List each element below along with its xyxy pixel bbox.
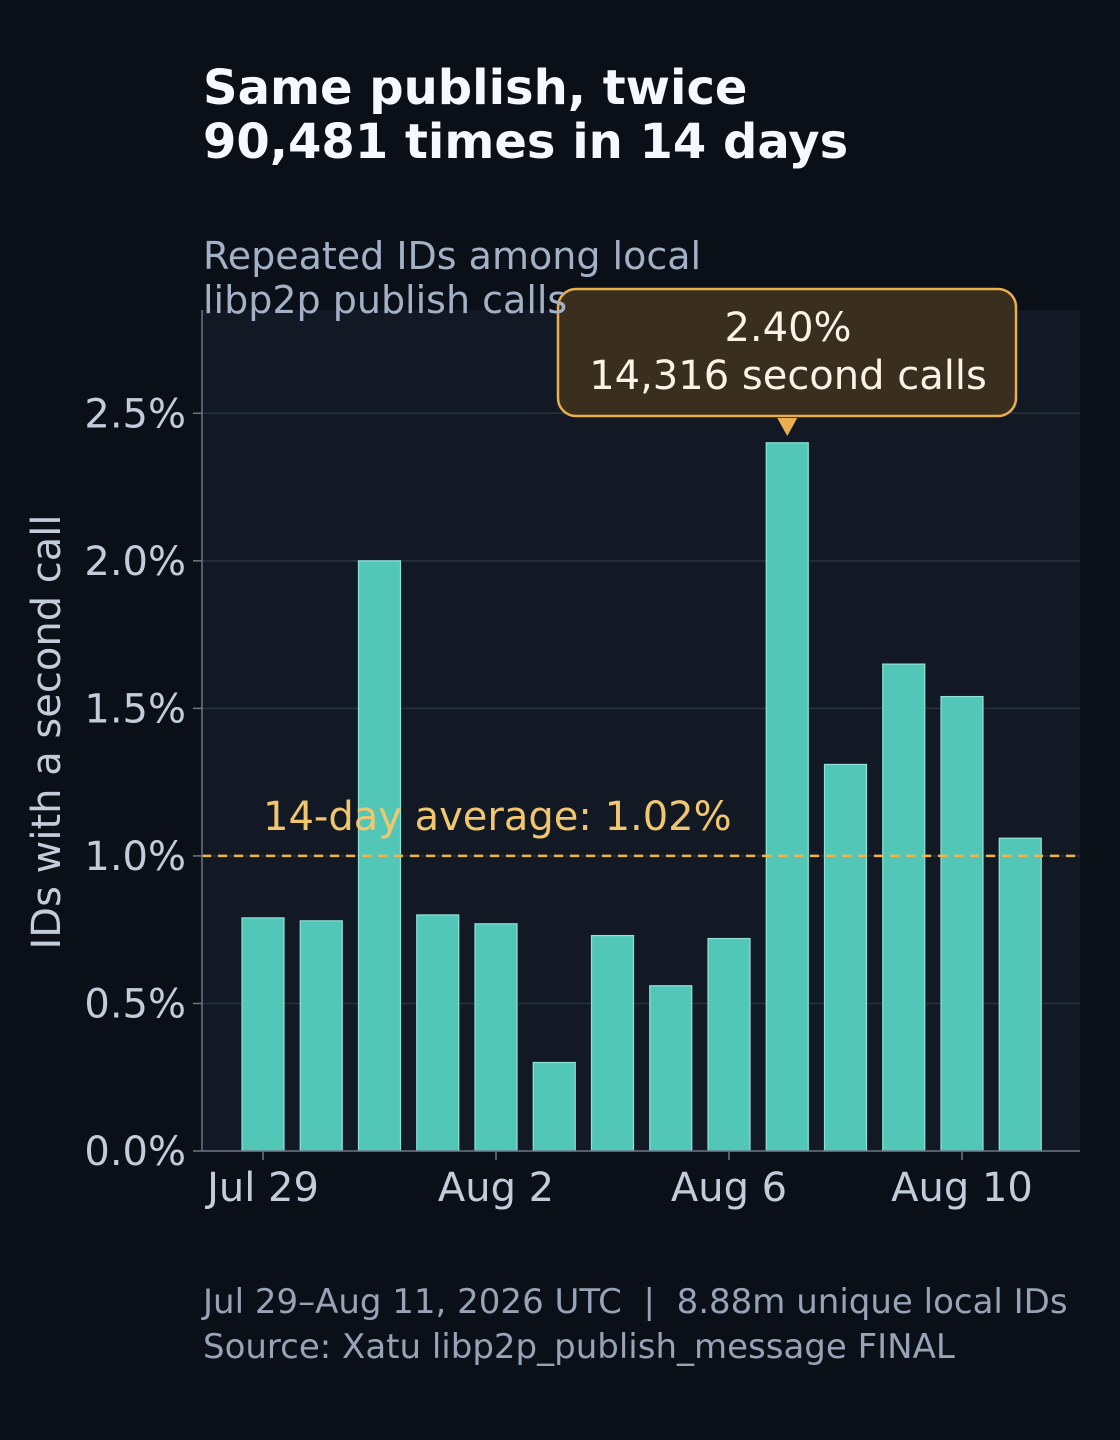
bar-aug-10 — [940, 695, 984, 1152]
callout-pointer — [777, 418, 798, 436]
bar-aug-8 — [823, 763, 868, 1152]
bar-aug-3 — [532, 1061, 576, 1152]
y-tick-label: 0.0% — [84, 1129, 186, 1175]
plot-background — [202, 310, 1080, 1151]
chart-subtitle-line-2: libp2p publish calls — [203, 278, 567, 322]
y-tick-label: 0.5% — [84, 981, 186, 1027]
chart-title-line-2: 90,481 times in 14 days — [203, 114, 848, 170]
x-tick-label: Aug 2 — [438, 1165, 554, 1211]
axes: 0.0% 0.5% 1.0% 1.5% 2.0% 2.5% Jul 29 Aug 2 Aug 6… — [84, 310, 1080, 1211]
y-tick-label: 2.5% — [84, 391, 186, 437]
bars — [241, 442, 1042, 1152]
peak-callout: 2.40%14,316 second calls — [556, 287, 1018, 436]
y-axis-label: IDs with a second call — [24, 514, 70, 949]
callout-box — [556, 287, 1018, 418]
callout-detail: 14,316 second calls — [589, 353, 987, 399]
footer-line-2: Source: Xatu libp2p_publish_message FINA… — [203, 1327, 955, 1367]
bar-aug-5 — [649, 985, 693, 1152]
average-label: 14-day average: 1.02% — [263, 794, 732, 840]
chart-subtitle-line-1: Repeated IDs among local — [203, 234, 701, 278]
x-tick-label: Aug 6 — [671, 1165, 787, 1211]
y-tick-label: 2.0% — [84, 539, 186, 585]
callout-value: 2.40% — [724, 305, 851, 351]
bar-aug-2 — [474, 923, 518, 1152]
chart-title-line-1: Same publish, twice — [203, 60, 747, 116]
bar-aug-9 — [882, 663, 926, 1152]
bar-aug-11 — [998, 837, 1042, 1152]
bar-aug-4 — [590, 934, 635, 1152]
bar-aug-6 — [707, 937, 751, 1152]
bar-jul-29 — [241, 917, 285, 1152]
y-tick-label: 1.5% — [84, 686, 186, 732]
bar-aug-7 — [765, 442, 809, 1152]
x-tick-label: Jul 29 — [204, 1165, 319, 1211]
bar-jul-30 — [299, 920, 343, 1152]
x-tick-label: Aug 10 — [891, 1165, 1033, 1211]
footer-line-1: Jul 29–Aug 11, 2026 UTC | 8.88m unique l… — [201, 1282, 1068, 1322]
y-tick-label: 1.0% — [84, 834, 186, 880]
bar-aug-1 — [416, 914, 460, 1152]
average-reference: 14-day average: 1.02% — [202, 794, 1080, 858]
